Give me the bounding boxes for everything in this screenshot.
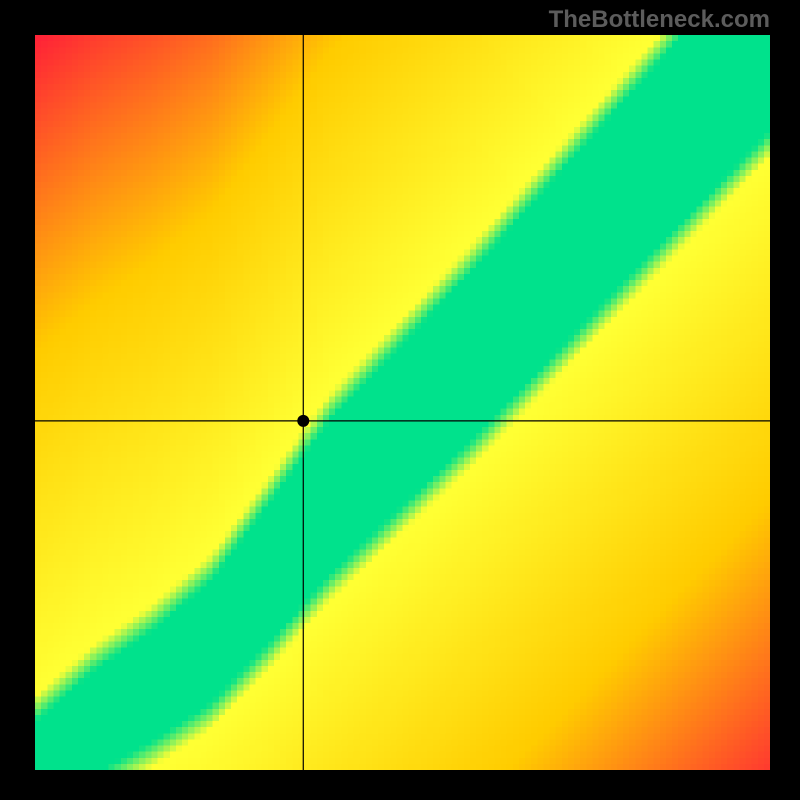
watermark-text: TheBottleneck.com xyxy=(549,6,770,34)
chart-overlay xyxy=(0,0,800,800)
chart-container: TheBottleneck.com xyxy=(0,0,800,800)
marker-point xyxy=(297,415,309,427)
